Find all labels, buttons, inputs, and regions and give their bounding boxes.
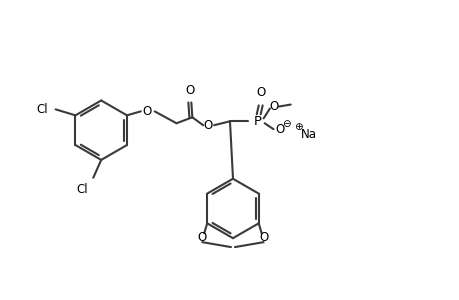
Text: ⊖: ⊖ (281, 119, 290, 129)
Text: P: P (253, 115, 261, 128)
Text: O: O (203, 119, 213, 132)
Text: O: O (197, 231, 207, 244)
Text: Cl: Cl (77, 183, 88, 196)
Text: O: O (142, 105, 151, 118)
Text: ⊕: ⊕ (293, 122, 302, 132)
Text: O: O (185, 85, 195, 98)
Text: Cl: Cl (36, 103, 48, 116)
Text: O: O (258, 231, 268, 244)
Text: O: O (274, 123, 284, 136)
Text: O: O (269, 100, 278, 113)
Text: Na: Na (301, 128, 317, 141)
Text: O: O (256, 86, 265, 100)
